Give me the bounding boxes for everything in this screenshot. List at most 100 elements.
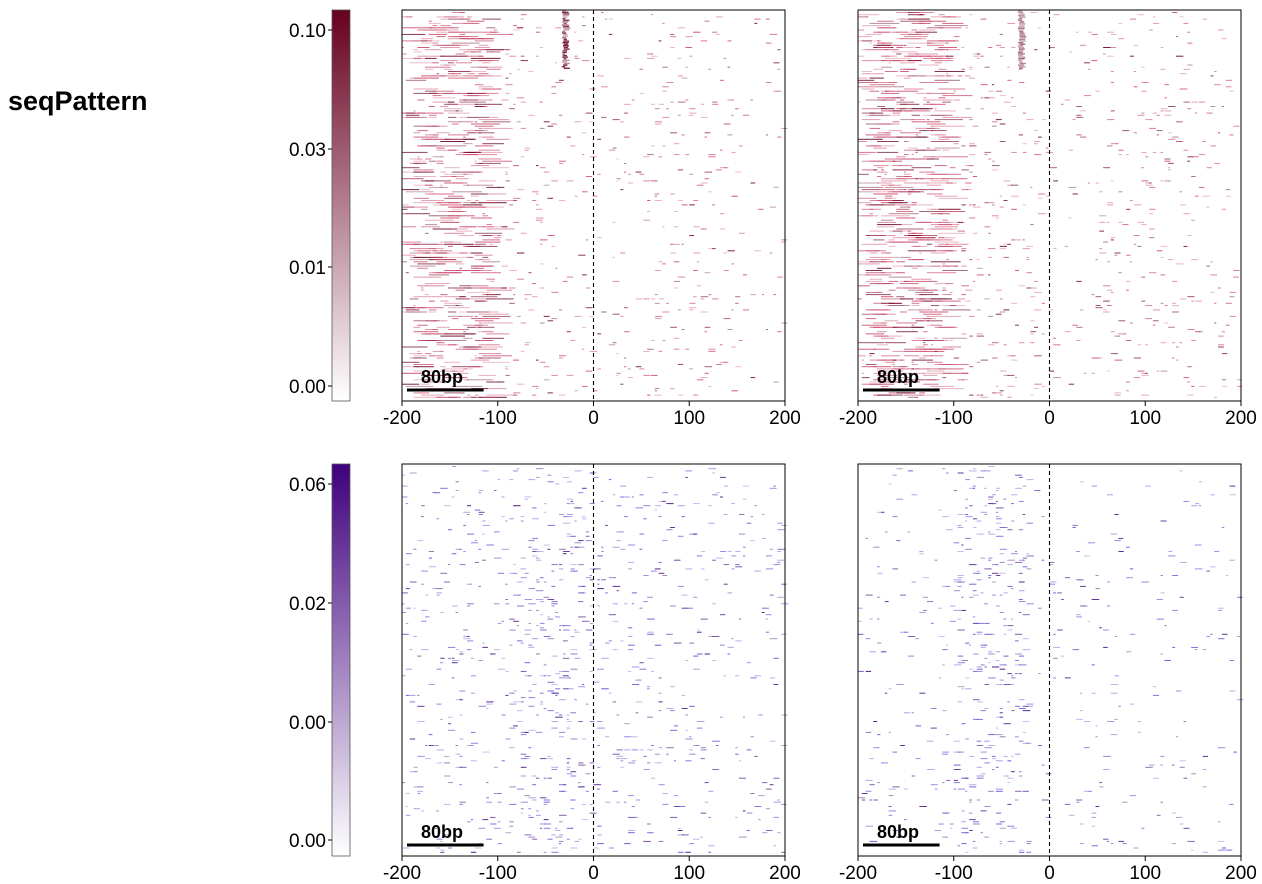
heatmap-cell xyxy=(1141,180,1149,182)
heatmap-cell xyxy=(444,167,460,169)
heatmap-cell xyxy=(877,40,880,42)
heatmap-cell xyxy=(405,311,427,313)
heatmap-cell xyxy=(513,165,520,167)
heatmap-cell xyxy=(892,241,903,243)
heatmap-cell xyxy=(428,171,435,173)
heatmap-cell xyxy=(965,688,972,690)
heatmap-cell xyxy=(1003,243,1010,245)
heatmap-cell xyxy=(539,622,545,624)
heatmap-cell xyxy=(1160,520,1167,522)
heatmap-cell xyxy=(658,692,662,694)
heatmap-cell xyxy=(402,847,410,849)
heatmap-cell xyxy=(559,548,566,550)
heatmap-cell xyxy=(881,261,894,263)
heatmap-cell xyxy=(777,596,784,598)
heatmap-cell xyxy=(1064,677,1071,679)
heatmap-cell xyxy=(551,374,558,376)
heatmap-cell xyxy=(513,564,516,566)
heatmap-cell xyxy=(620,640,624,642)
heatmap-cell xyxy=(1030,342,1035,344)
heatmap-cell xyxy=(712,740,720,742)
heatmap-cell xyxy=(440,851,445,853)
heatmap-cell xyxy=(578,564,585,566)
heatmap-cell xyxy=(486,289,513,291)
heatmap-cell xyxy=(965,738,969,740)
heatmap-cell xyxy=(620,548,626,550)
heatmap-cell xyxy=(528,814,531,816)
heatmap-cell xyxy=(413,184,432,186)
heatmap-cell xyxy=(444,505,451,507)
heatmap-cell xyxy=(677,535,684,537)
heatmap-cell xyxy=(1195,112,1198,114)
heatmap-cell xyxy=(1118,154,1122,156)
heatmap-cell xyxy=(1160,592,1165,594)
heatmap-cell xyxy=(459,651,464,653)
heatmap-cell xyxy=(1114,254,1118,256)
heatmap-cell xyxy=(1160,68,1166,70)
heatmap-cell xyxy=(536,559,542,561)
heatmap-cell xyxy=(961,189,969,191)
heatmap-cell xyxy=(953,764,961,766)
heatmap-cell xyxy=(524,342,531,344)
heatmap-cell xyxy=(869,383,895,385)
heatmap-cell xyxy=(1168,551,1173,552)
heatmap-cell xyxy=(1018,342,1025,344)
heatmap-cell xyxy=(919,357,926,359)
heatmap-cell xyxy=(589,503,595,505)
heatmap-cell xyxy=(624,307,628,309)
heatmap-cell xyxy=(965,548,973,550)
heatmap-cell xyxy=(448,202,461,204)
heatmap-hotspot-cell xyxy=(1019,38,1026,41)
heatmap-cell xyxy=(662,90,667,92)
heatmap-cell xyxy=(1030,224,1034,226)
heatmap-cell xyxy=(892,191,902,193)
heatmap-cell xyxy=(769,548,774,550)
heatmap-cell xyxy=(877,572,883,574)
heatmap-cell xyxy=(999,195,1003,197)
heatmap-cell xyxy=(915,151,918,153)
heatmap-cell xyxy=(731,263,734,265)
heatmap-cell xyxy=(969,77,975,79)
heatmap-cell xyxy=(620,760,624,762)
heatmap-cell xyxy=(536,359,539,361)
heatmap-cell xyxy=(762,607,769,609)
heatmap-cell xyxy=(689,309,694,311)
heatmap-cell xyxy=(957,845,961,847)
heatmap-cell xyxy=(593,568,601,570)
heatmap-cell xyxy=(524,147,531,149)
heatmap-cell xyxy=(1183,68,1191,70)
heatmap-cell xyxy=(1003,498,1007,500)
heatmap-cell xyxy=(413,202,443,204)
heatmap-cell xyxy=(988,677,996,679)
heatmap-cell xyxy=(1214,302,1217,304)
heatmap-cell xyxy=(930,228,952,230)
heatmap-hotspot-cell xyxy=(1019,13,1025,15)
heatmap-hotspot-cell xyxy=(1018,48,1025,50)
heatmap-cell xyxy=(516,605,525,607)
heatmap-cell xyxy=(972,485,976,487)
heatmap-cell xyxy=(1191,505,1198,507)
heatmap-cell xyxy=(754,505,757,507)
heatmap-cell xyxy=(666,633,673,635)
heatmap-cell xyxy=(551,766,559,768)
x-tick-label: -200 xyxy=(383,408,421,429)
heatmap-cell xyxy=(984,747,992,749)
heatmap-cell xyxy=(719,167,727,169)
heatmap-cell xyxy=(1160,245,1168,247)
heatmap-cell xyxy=(892,169,914,171)
heatmap-cell xyxy=(900,20,927,22)
heatmap-cell xyxy=(739,533,746,535)
heatmap-cell xyxy=(1156,114,1160,116)
heatmap-cell xyxy=(448,729,456,731)
heatmap-cell xyxy=(892,123,900,125)
heatmap-cell xyxy=(1099,221,1106,223)
heatmap-cell xyxy=(482,646,488,648)
heatmap-cell xyxy=(635,799,641,801)
heatmap-cell xyxy=(976,267,983,269)
heatmap-cell xyxy=(432,228,458,230)
heatmap-cell xyxy=(884,320,899,322)
heatmap-cell xyxy=(524,572,529,574)
heatmap-cell xyxy=(570,500,574,502)
heatmap-cell xyxy=(605,801,611,803)
heatmap-cell xyxy=(559,731,566,733)
